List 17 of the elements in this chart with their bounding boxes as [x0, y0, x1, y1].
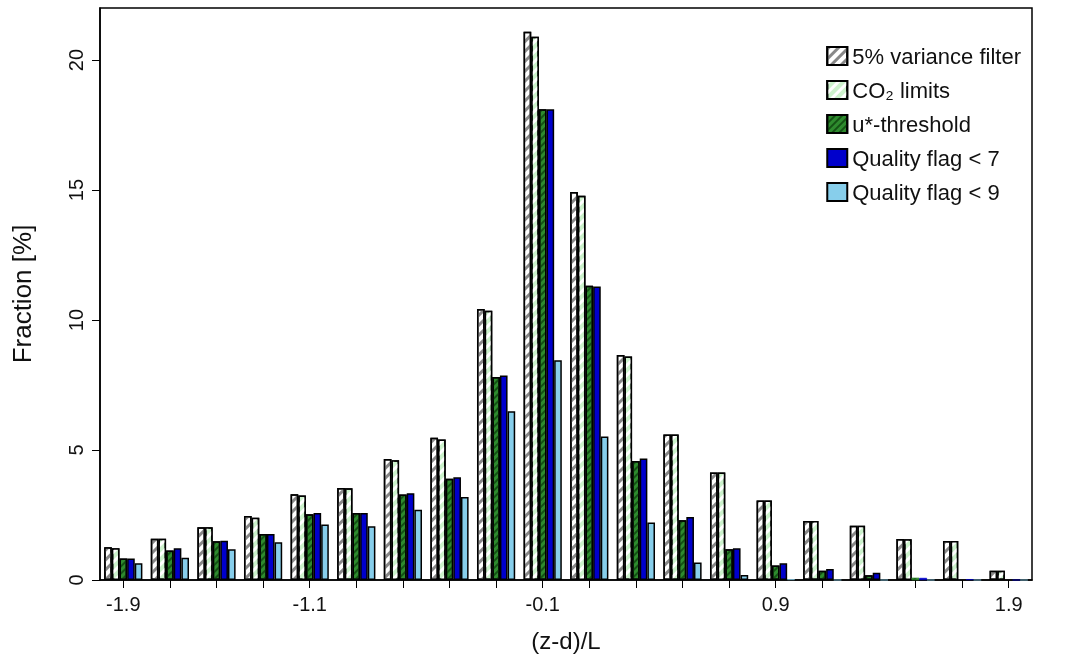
legend-label: 5% variance filter [852, 43, 1022, 69]
x-axis-title: (z-d)/L [531, 626, 601, 654]
x-tick-label: 0.9 [761, 593, 790, 615]
x-tick-label: -1.9 [106, 593, 141, 615]
y-tick-label: 20 [65, 48, 87, 72]
x-tick-label: 1.9 [994, 593, 1023, 615]
y-axis-title: Fraction [%] [7, 224, 37, 364]
y-tick-label: 0 [65, 574, 87, 586]
legend-label: Quality flag < 9 [852, 179, 1000, 205]
x-tick-label: -1.1 [292, 593, 327, 615]
legend-label: CO₂ limits [852, 77, 951, 103]
y-tick-label: 15 [65, 178, 87, 202]
legend-label: Quality flag < 7 [852, 145, 1000, 171]
y-tick-label: 10 [65, 308, 87, 332]
y-tick-label: 5 [65, 444, 87, 456]
x-tick-label: -0.1 [525, 593, 560, 615]
legend-label: u*-threshold [852, 111, 971, 137]
